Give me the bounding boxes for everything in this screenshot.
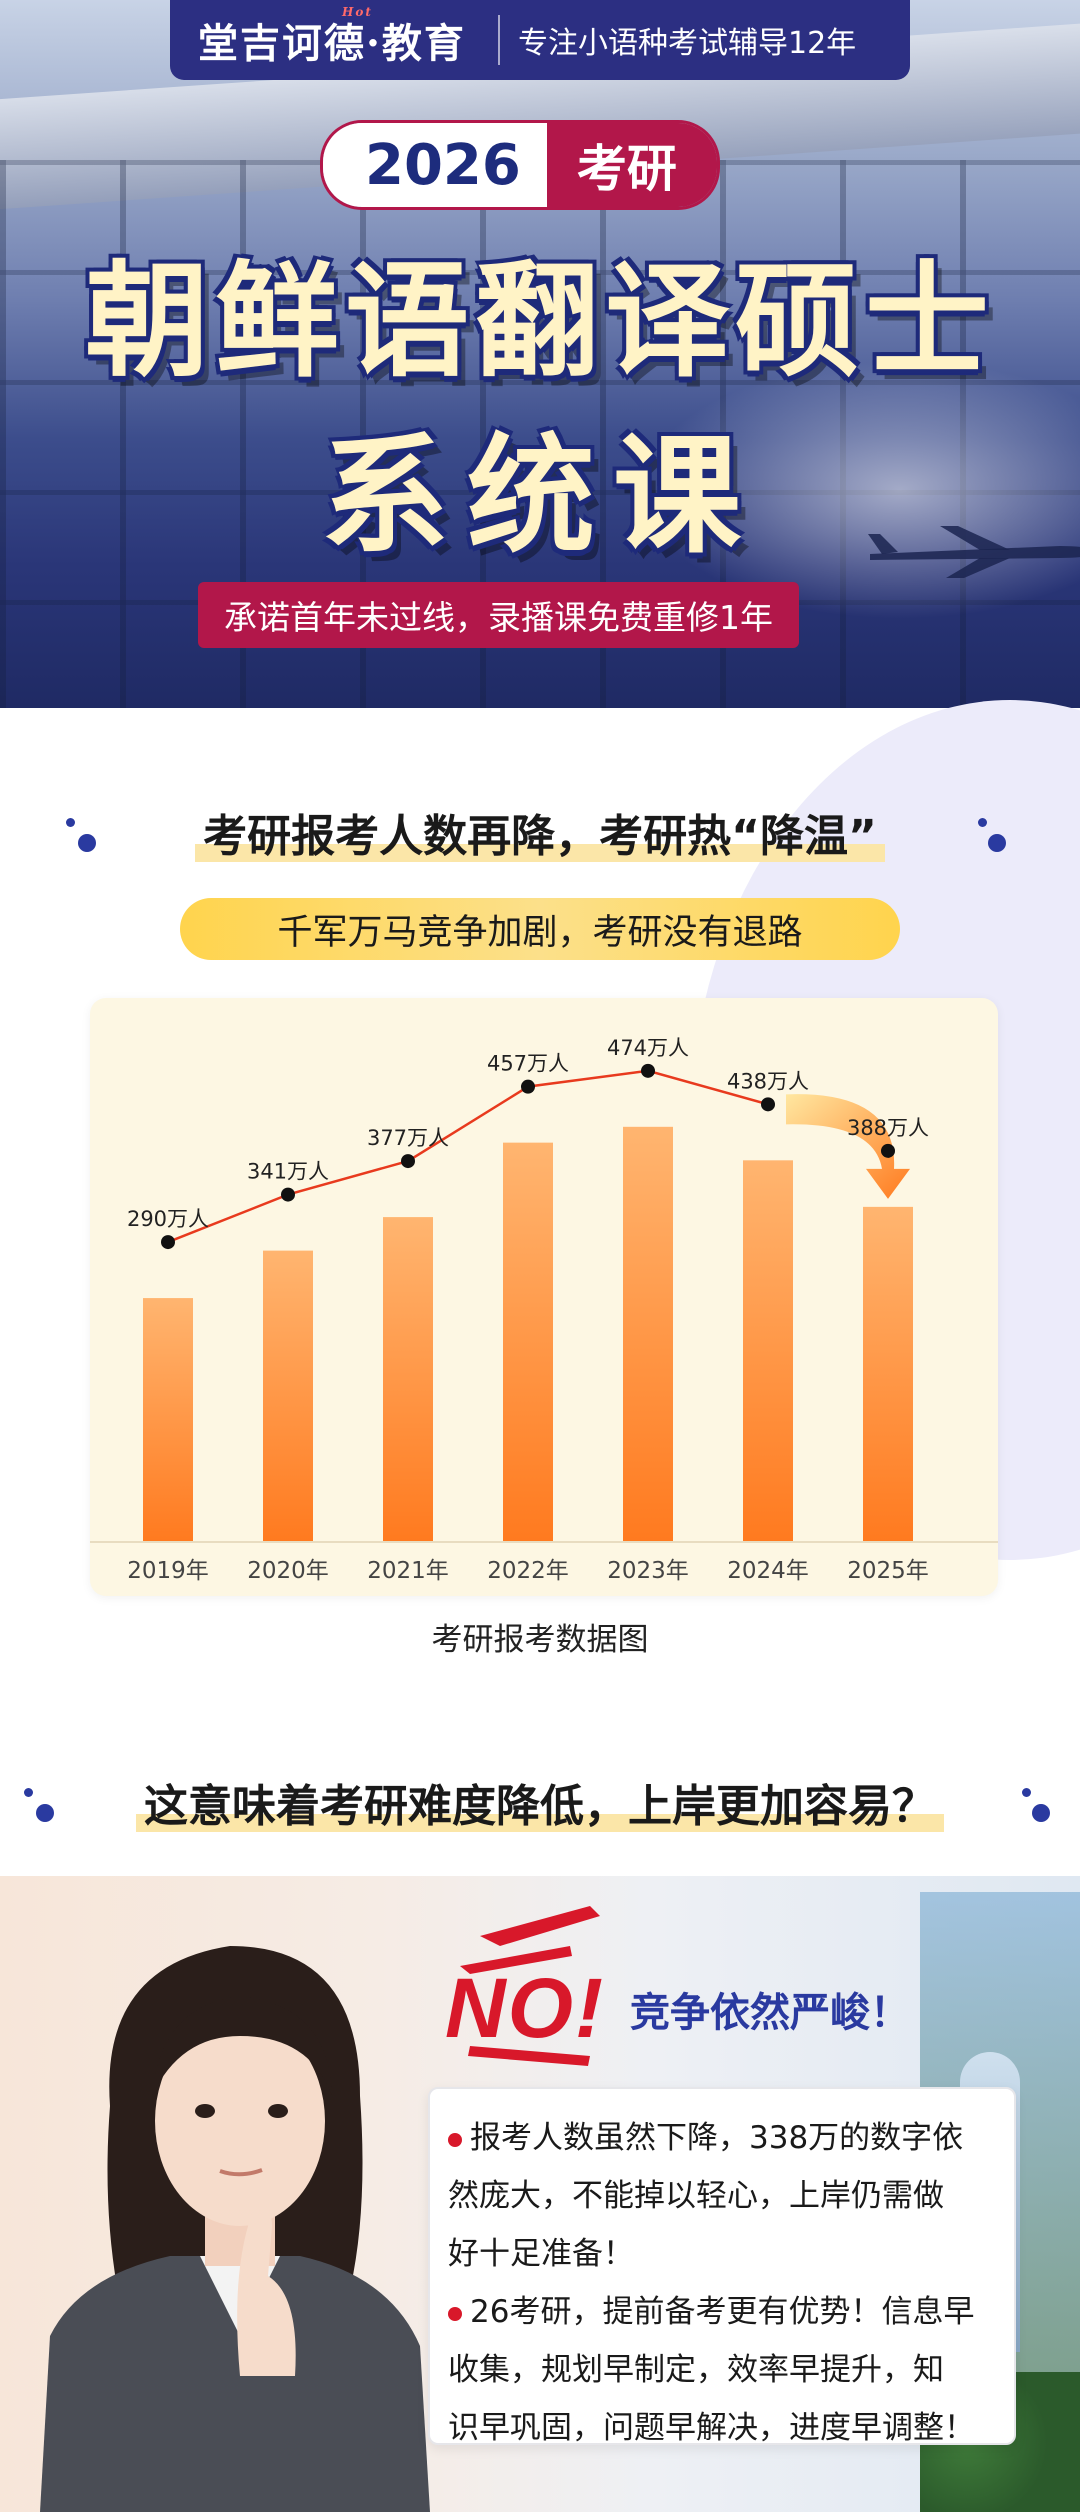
question-heading: 这意味着考研难度降低，上岸更加容易？ [136, 1770, 944, 1834]
question-heading-text: 这意味着考研难度降低，上岸更加容易？ [144, 1781, 936, 1832]
x-tick-2021年: 2021年 [367, 1558, 449, 1584]
data-point-2023年 [641, 1063, 655, 1078]
value-label-2021年: 377万人 [367, 1126, 449, 1150]
brand-slogan: 专注小语种考试辅导12年 [518, 26, 857, 61]
question-heading-row: 这意味着考研难度降低，上岸更加容易？ [0, 1770, 1080, 1834]
answer-note-card: 报考人数虽然下降，338万的数字依 然庞大，不能掉以轻心，上岸仍需做 好十足准备… [428, 2087, 1016, 2446]
airplane-icon [868, 526, 1080, 578]
dots-decor-right-2 [1022, 1788, 1062, 1828]
x-tick-2020年: 2020年 [247, 1558, 329, 1584]
note-line-3: 好十足准备！ [448, 2236, 634, 2272]
hero-title-line1: 朝鲜语翻译硕士 [84, 250, 995, 394]
decline-arrow-icon [786, 1094, 910, 1199]
hero-banner [0, 0, 1080, 708]
brand-logo-superscript: Hot [342, 5, 373, 19]
brand-logo[interactable]: 堂吉诃德·教育 Hot [170, 5, 498, 69]
value-label-2019年: 290万人 [127, 1207, 209, 1231]
bar-2019年 [143, 1298, 193, 1542]
brand-bar: 堂吉诃德·教育 Hot 专注小语种考试辅导12年 [170, 0, 910, 80]
data-point-2020年 [281, 1187, 295, 1202]
x-tick-2025年: 2025年 [847, 1558, 929, 1584]
bar-2023年 [623, 1126, 673, 1542]
enroll-heading-text: 考研报考人数再降，考研热“降温” [203, 811, 877, 862]
dots-decor-left-2 [22, 1788, 62, 1828]
brand-logo-text: 堂吉诃德·教育 [198, 20, 466, 67]
x-tick-2019年: 2019年 [127, 1558, 209, 1584]
no-subtitle: 竞争依然严峻！ [630, 1990, 910, 2036]
hero-title-line2: 系统课 [320, 422, 759, 571]
data-point-2025年 [881, 1143, 895, 1158]
hero-sky-glow [640, 360, 1080, 620]
year-tag: 2026 考研 [320, 120, 720, 210]
value-label-2023年: 474万人 [607, 1036, 689, 1060]
dots-decor-left [64, 818, 104, 858]
bullet-dot-icon [448, 2132, 462, 2147]
burst-lines-decor [460, 1906, 600, 2066]
bar-2022年 [503, 1142, 553, 1542]
value-label-2022年: 457万人 [487, 1052, 569, 1076]
brand-bar-divider [498, 15, 500, 65]
note-line-4: 26考研，提前备考更有优势！信息早 [448, 2283, 996, 2341]
trend-line [167, 1069, 769, 1244]
chart-caption: 考研报考数据图 [431, 1622, 649, 1658]
no-text: NO! [445, 1961, 605, 2055]
thinking-woman-illustration [40, 1946, 430, 2512]
data-point-2022年 [521, 1079, 535, 1094]
note-line-1: 报考人数虽然下降，338万的数字依 [448, 2109, 996, 2167]
enrollment-chart: 290万人 341万人 377万人 457万人 474万人 438万人 388万人 2019… [90, 998, 998, 1596]
bar-2021年 [383, 1217, 433, 1542]
value-label-2025年: 388万人 [847, 1116, 929, 1140]
x-tick-2022年: 2022年 [487, 1558, 569, 1584]
enroll-subheading: 千军万马竞争加剧，考研没有退路 [180, 898, 900, 960]
note-line-2: 然庞大，不能掉以轻心，上岸仍需做 [448, 2178, 944, 2214]
value-label-2024年: 438万人 [727, 1069, 809, 1093]
x-tick-2024年: 2024年 [727, 1558, 809, 1584]
note-line-5: 收集，规划早制定，效率早提升，知 [448, 2352, 944, 2388]
bar-2020年 [263, 1250, 313, 1542]
enroll-heading-row: 考研报考人数再降，考研热“降温” [0, 800, 1080, 864]
bullet-dot-icon [448, 2306, 462, 2321]
enrollment-chart-svg: 290万人 341万人 377万人 457万人 474万人 438万人 388万人 2019… [90, 1036, 998, 1584]
value-label-2020年: 341万人 [247, 1160, 329, 1184]
x-tick-2023年: 2023年 [607, 1558, 689, 1584]
data-point-2021年 [401, 1154, 415, 1169]
dots-decor-right [978, 818, 1018, 858]
data-point-2024年 [761, 1097, 775, 1112]
note-line-6: 识早巩固，问题早解决，进度早调整！ [448, 2410, 975, 2446]
data-point-2019年 [161, 1235, 175, 1250]
enroll-heading: 考研报考人数再降，考研热“降温” [195, 800, 885, 864]
year-tag-exam: 考研 [546, 123, 717, 207]
year-tag-year: 2026 [323, 123, 547, 207]
bar-2024年 [743, 1160, 793, 1542]
bar-2025年 [863, 1206, 913, 1542]
promise-banner: 承诺首年未过线，录播课免费重修1年 [198, 582, 799, 648]
